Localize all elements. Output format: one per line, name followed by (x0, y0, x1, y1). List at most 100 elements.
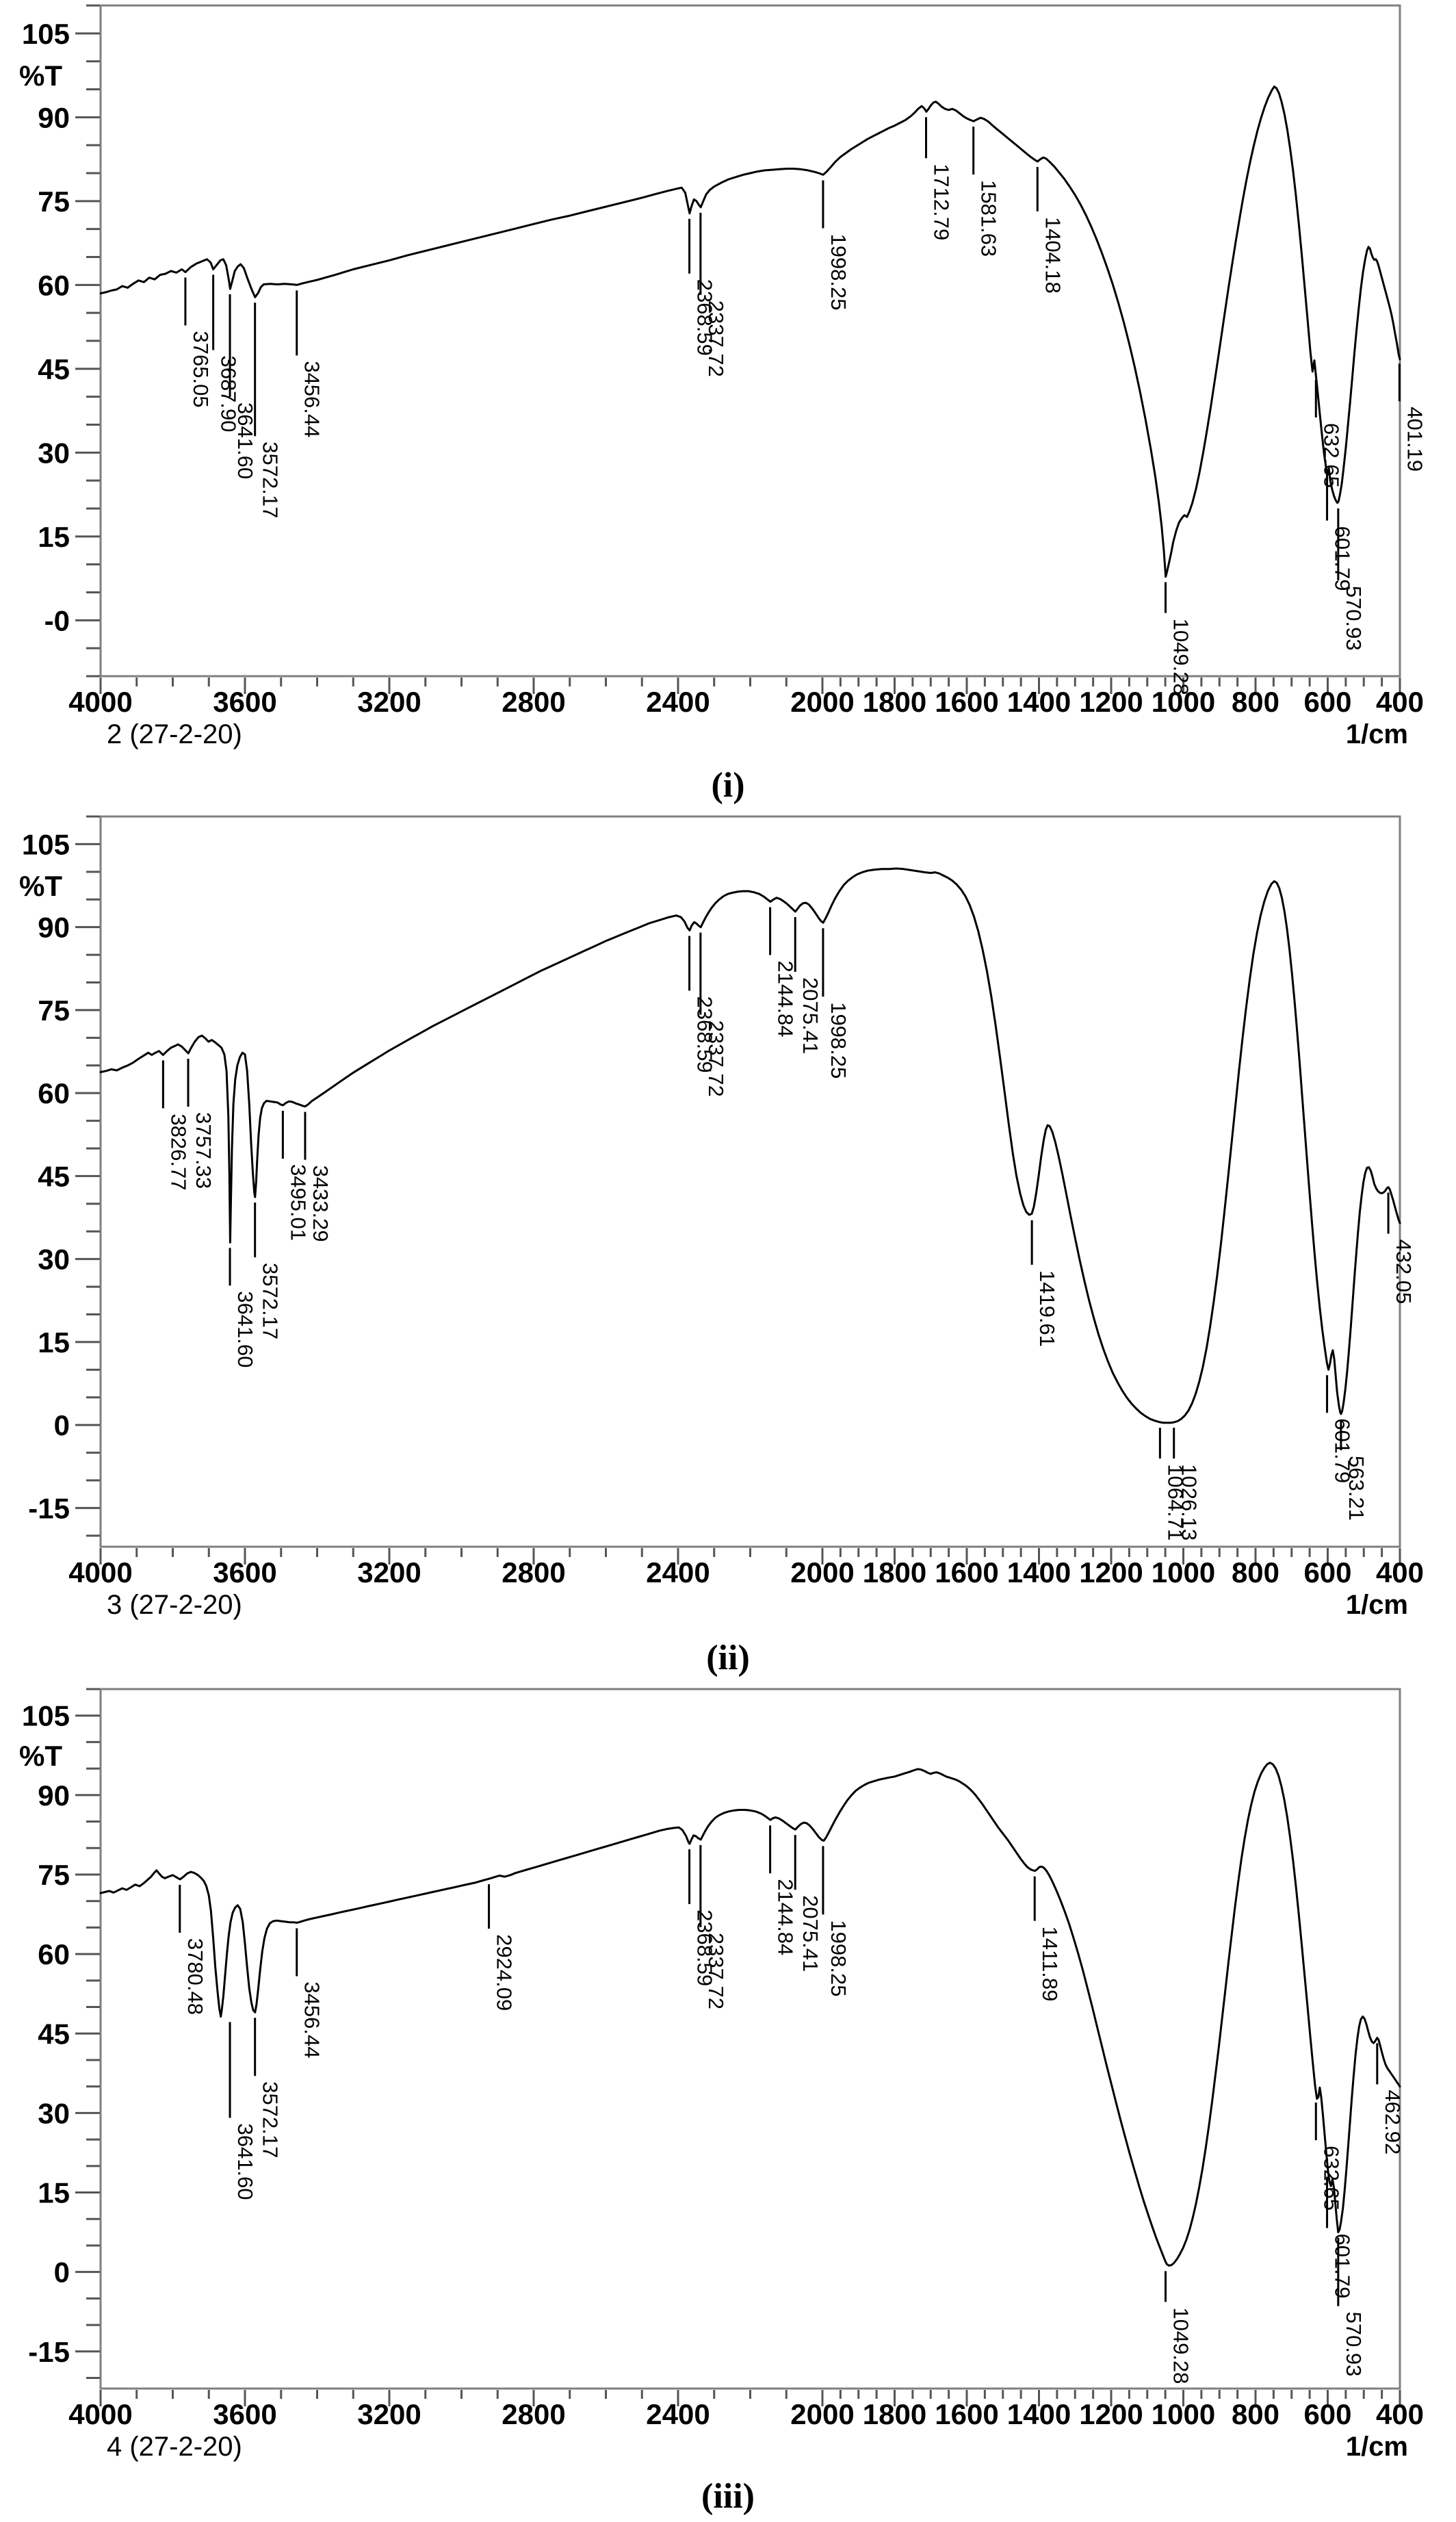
spectrum-curve (99, 867, 1401, 1424)
y-axis-tick-label: 75 (38, 1859, 70, 1891)
panel-ii-caption: (ii) (706, 1638, 750, 1677)
y-axis-tick-label: -0 (44, 604, 70, 636)
peak-label: 2368.59 (693, 279, 717, 356)
peak-label: 601.79 (1331, 526, 1355, 591)
x-axis-tick-label: 1800 (863, 1556, 926, 1588)
x-axis-tick-label: 1000 (1152, 2398, 1215, 2430)
x-axis-tick-label: 2000 (790, 686, 854, 718)
plot-border (99, 815, 1401, 1548)
peak-label: 3641.60 (233, 1291, 257, 1367)
spectrum-curve (99, 85, 1401, 578)
x-axis-tick-label: 1200 (1079, 2398, 1143, 2430)
peak-label: 2075.41 (798, 977, 822, 1054)
panel-iii: 105 90 75 60 45 30 15 0 -15 %T 4000 3600 3200 2800 240… (0, 1684, 1456, 2522)
x-axis-tick-label: 2000 (790, 1556, 854, 1588)
y-axis-tick-label: 30 (38, 1244, 70, 1276)
y-axis-tick-label: 15 (38, 1326, 70, 1359)
peak-label: 2337.72 (704, 1020, 728, 1097)
peak-label: 563.21 (1344, 1456, 1368, 1521)
x-axis-tick-label: 1600 (935, 686, 998, 718)
x-axis-tick-label: 800 (1232, 686, 1279, 718)
x-axis-tick-label: 1400 (1007, 2398, 1071, 2430)
plot-border (99, 4, 1401, 678)
x-axis-tick-label: 600 (1303, 2398, 1351, 2430)
y-axis-tick-label: 0 (54, 2256, 70, 2289)
x-axis-tick-label: 4000 (68, 686, 132, 718)
y-axis-tick-label: 60 (38, 1938, 70, 1970)
y-axis-tick-label: 45 (38, 2018, 70, 2050)
y-axis-tick-label: -15 (28, 1492, 70, 1524)
x-axis-tick-label: 400 (1376, 686, 1424, 718)
peak-label: 3456.44 (300, 361, 324, 437)
x-axis-tick-label: 4000 (68, 2398, 132, 2430)
peak-label: 2337.72 (704, 300, 728, 377)
y-axis-tick-label: 60 (38, 1077, 70, 1109)
spectrum-curve (99, 1762, 1401, 2267)
x-axis-unit-label: 1/cm (1346, 1590, 1408, 1620)
y-axis-tick-label: 45 (38, 353, 70, 385)
peak-label: 1049.28 (1169, 619, 1193, 695)
x-axis-tick-label: 800 (1232, 1556, 1279, 1588)
y-axis-title: %T (19, 60, 62, 92)
peak-label: 2368.59 (693, 996, 717, 1073)
x-axis-tick-label: 2800 (502, 2398, 565, 2430)
sample-label: 3 (27-2-20) (107, 1590, 242, 1620)
peak-label: 3456.44 (300, 1981, 324, 2058)
x-axis-tick-label: 2000 (790, 2398, 854, 2430)
peak-label: 2924.09 (493, 1934, 517, 2011)
panel-i-caption: (i) (711, 766, 745, 805)
x-axis-tick-label: 400 (1376, 1556, 1424, 1588)
x-axis-tick-label: 1200 (1079, 686, 1143, 718)
x-axis-unit-label: 1/cm (1346, 719, 1408, 749)
peak-label: 2144.84 (774, 960, 798, 1037)
y-axis-tick-label: 90 (38, 101, 70, 133)
peak-label: 601.79 (1331, 1418, 1355, 1483)
peak-label: 570.93 (1342, 586, 1366, 651)
x-axis-tick-label: 1800 (863, 686, 926, 718)
peak-label: 1064.71 (1163, 1464, 1187, 1541)
sample-label: 4 (27-2-20) (107, 2432, 242, 2462)
peak-label: 2368.59 (693, 1909, 717, 1986)
peak-label: 2337.72 (704, 1933, 728, 2009)
peak-label: 1404.18 (1041, 217, 1065, 294)
y-axis-tick-label: 15 (38, 521, 70, 553)
spectrum-plot-iii: 105 90 75 60 45 30 15 0 -15 %T 4000 3600 3200 2800 240… (19, 1688, 1424, 2462)
x-axis-tick-label: 4000 (68, 1556, 132, 1588)
peak-label: 632.65 (1319, 423, 1343, 488)
y-axis-tick-label: 60 (38, 269, 70, 301)
y-axis-tick-label: 75 (38, 994, 70, 1027)
peak-label: 632.65 (1319, 2146, 1343, 2211)
y-axis-tick-label: 105 (22, 18, 70, 50)
x-axis-tick-label: 2800 (502, 686, 565, 718)
x-axis-tick-label: 1600 (935, 2398, 998, 2430)
x-axis-tick-label: 1400 (1007, 1556, 1071, 1588)
peak-label: 462.92 (1381, 2089, 1405, 2154)
peak-label: 3641.60 (233, 2123, 257, 2200)
x-axis-tick-label: 1200 (1079, 1556, 1143, 1588)
x-axis-tick-label: 3600 (213, 686, 276, 718)
panel-ii: 105 90 75 60 45 30 15 0 -15 %T 4000 3600 3200 2800 240… (0, 811, 1456, 1684)
x-axis-tick-label: 400 (1376, 2398, 1424, 2430)
x-axis-tick-label: 3600 (213, 1556, 276, 1588)
y-axis-tick-label: -15 (28, 2336, 70, 2368)
peak-label: 3826.77 (166, 1114, 190, 1190)
x-axis-tick-label: 3200 (357, 1556, 421, 1588)
peak-label: 1998.25 (827, 233, 850, 310)
peak-label: 3687.90 (217, 355, 241, 432)
y-axis-tick-label: 0 (54, 1409, 70, 1441)
y-axis-tick-label: 105 (22, 1700, 70, 1732)
sample-label: 2 (27-2-20) (107, 719, 242, 749)
spectrum-plot-ii: 105 90 75 60 45 30 15 0 -15 %T 4000 3600 3200 2800 240… (19, 815, 1424, 1620)
peak-label: 3433.29 (309, 1166, 333, 1242)
peak-label: 1712.79 (930, 164, 954, 240)
x-axis-tick-label: 2400 (646, 1556, 710, 1588)
peak-label: 3495.01 (286, 1164, 310, 1241)
peak-label: 1998.25 (827, 1920, 850, 1996)
peak-label: 1026.13 (1178, 1464, 1201, 1541)
peak-label: 3572.17 (259, 1263, 283, 1339)
peak-label: 3780.48 (183, 1938, 207, 2015)
x-axis-tick-label: 1800 (863, 2398, 926, 2430)
y-axis-tick-label: 90 (38, 912, 70, 944)
peak-label: 1049.28 (1169, 2307, 1193, 2384)
